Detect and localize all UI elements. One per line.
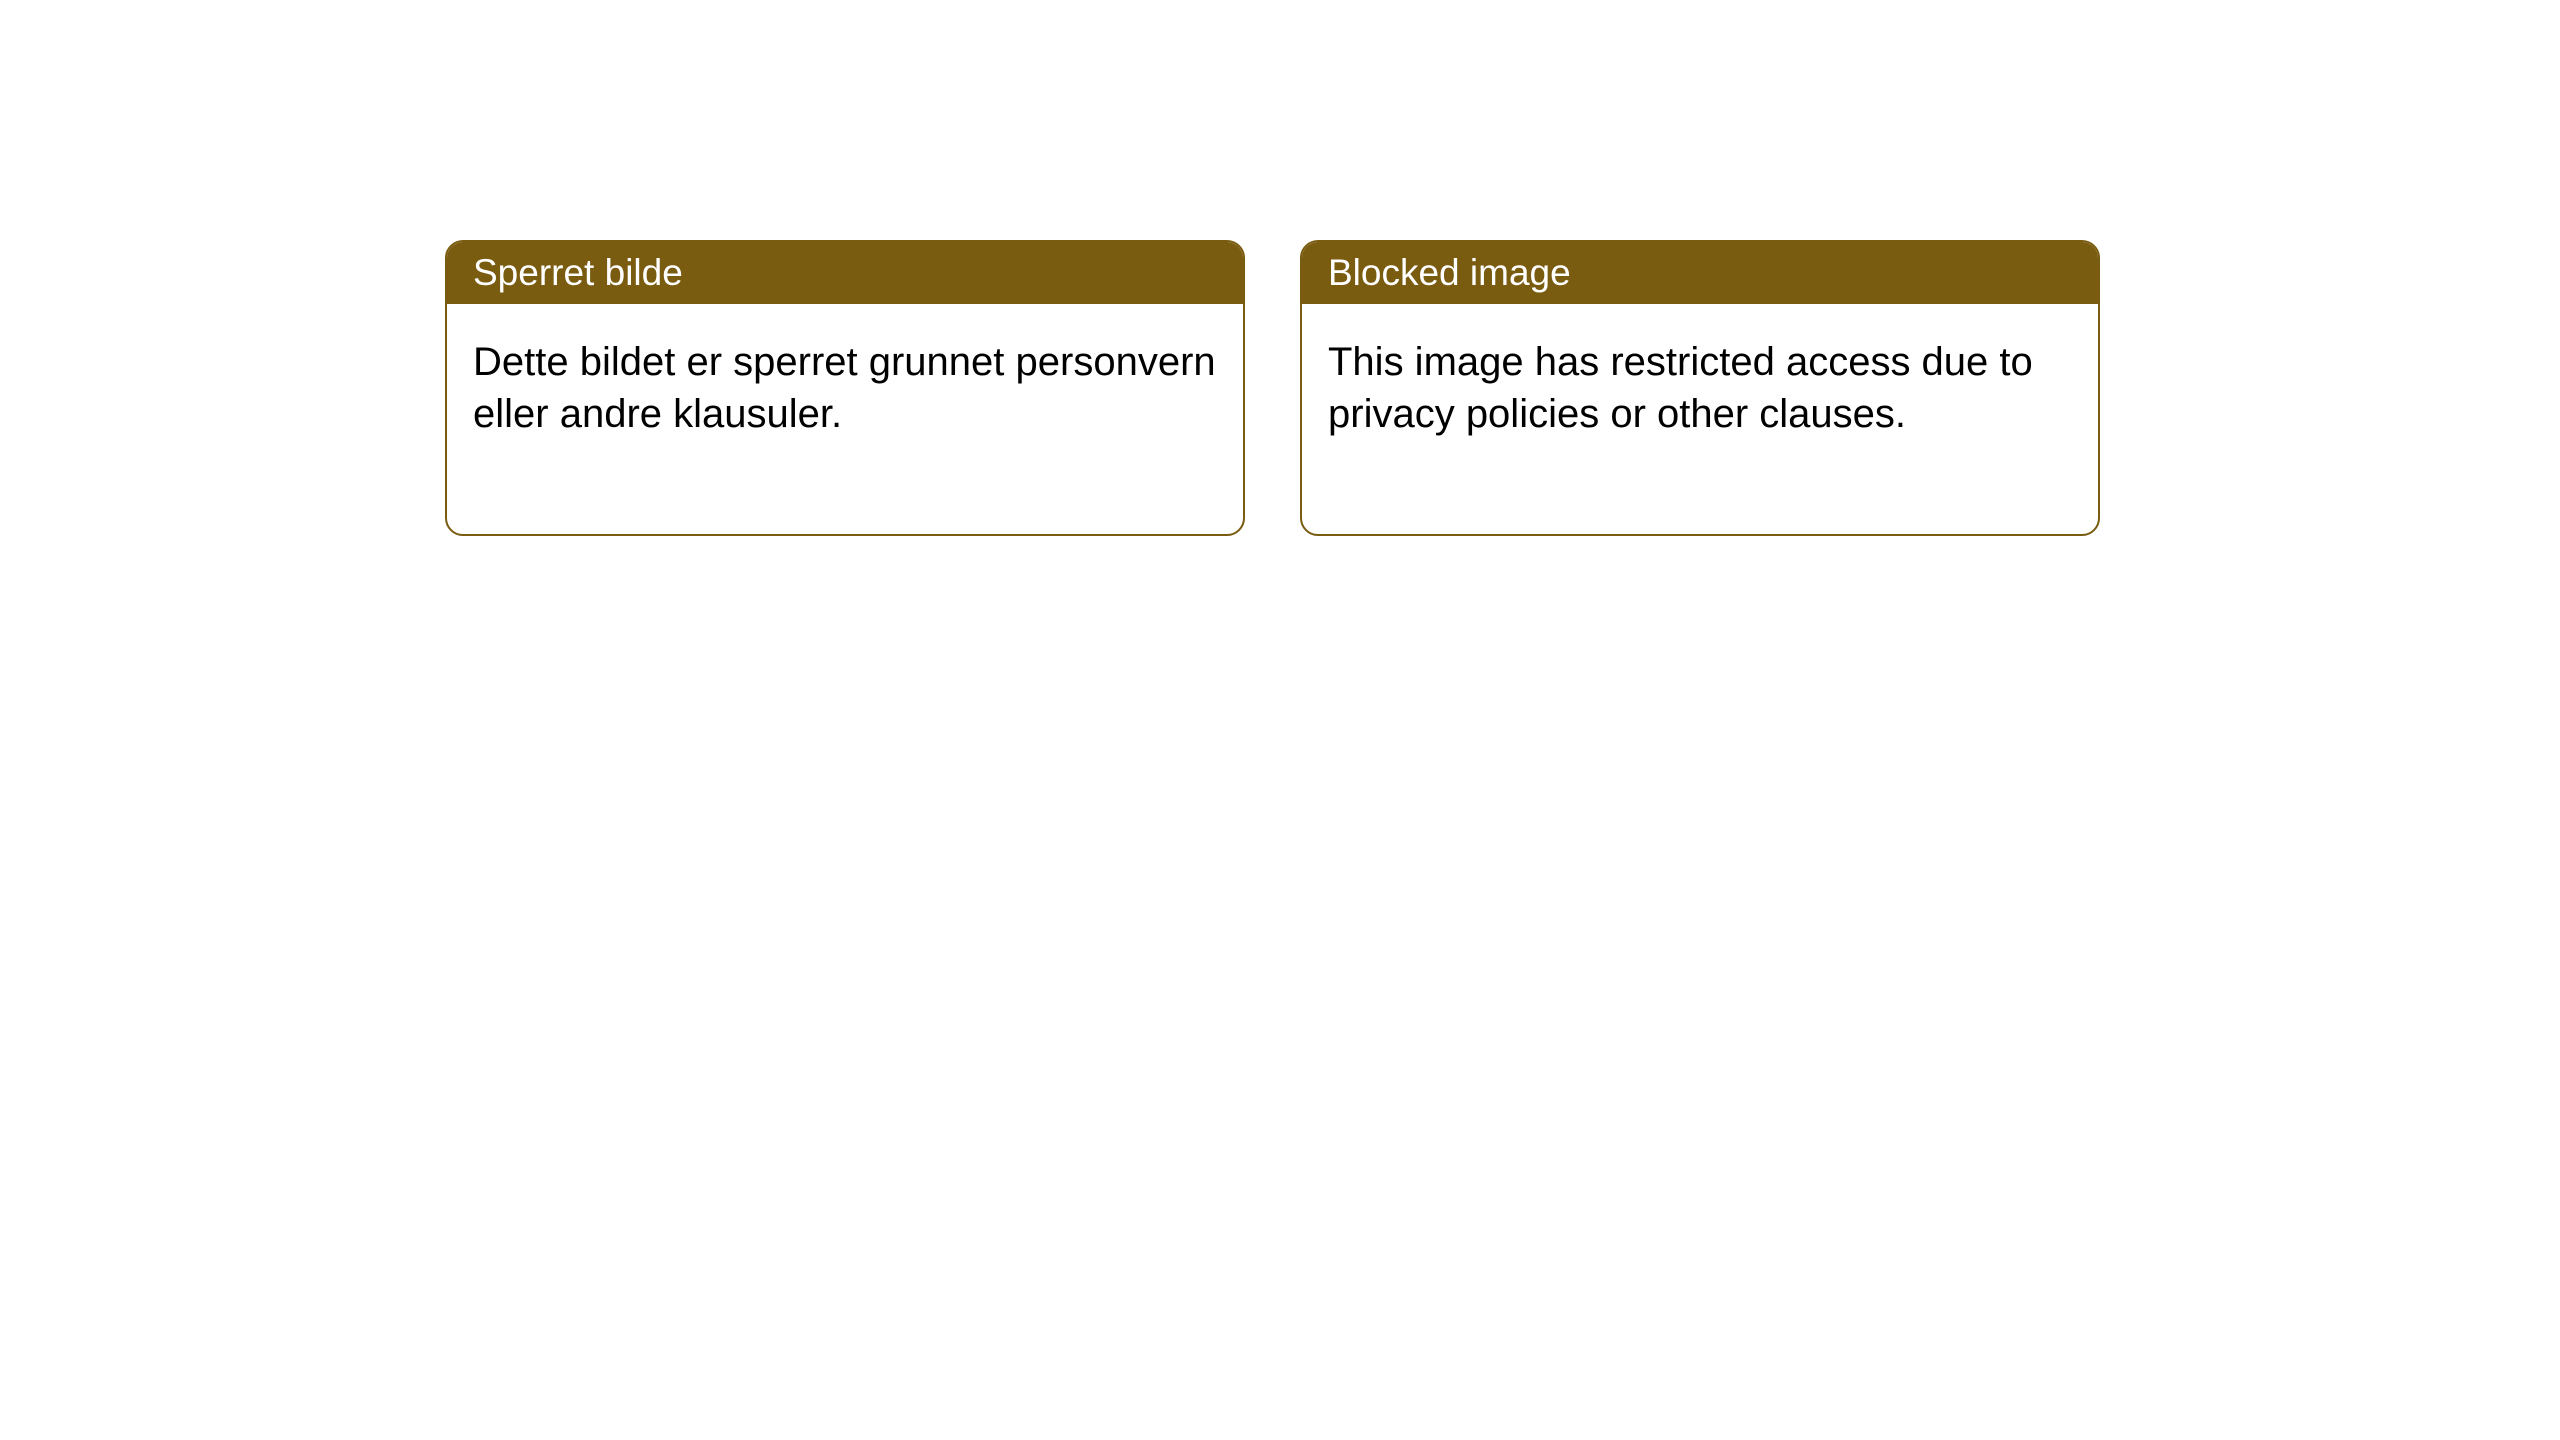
- notice-body-english: This image has restricted access due to …: [1302, 304, 2098, 534]
- notices-container: Sperret bilde Dette bildet er sperret gr…: [445, 240, 2100, 536]
- notice-body-norwegian: Dette bildet er sperret grunnet personve…: [447, 304, 1243, 534]
- notice-box-english: Blocked image This image has restricted …: [1300, 240, 2100, 536]
- notice-header-english: Blocked image: [1302, 242, 2098, 304]
- notice-header-norwegian: Sperret bilde: [447, 242, 1243, 304]
- notice-box-norwegian: Sperret bilde Dette bildet er sperret gr…: [445, 240, 1245, 536]
